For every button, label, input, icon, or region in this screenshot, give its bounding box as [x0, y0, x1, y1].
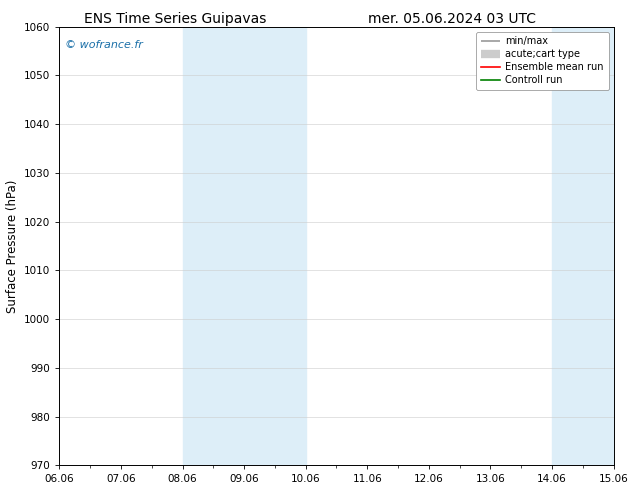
Bar [183, 27, 306, 465]
Text: © wofrance.fr: © wofrance.fr [65, 40, 143, 50]
Text: ENS Time Series Guipavas: ENS Time Series Guipavas [84, 12, 266, 26]
Legend: min/max, acute;cart type, Ensemble mean run, Controll run: min/max, acute;cart type, Ensemble mean … [476, 31, 609, 90]
Text: mer. 05.06.2024 03 UTC: mer. 05.06.2024 03 UTC [368, 12, 536, 26]
Y-axis label: Surface Pressure (hPa): Surface Pressure (hPa) [6, 179, 18, 313]
Bar [552, 27, 614, 465]
